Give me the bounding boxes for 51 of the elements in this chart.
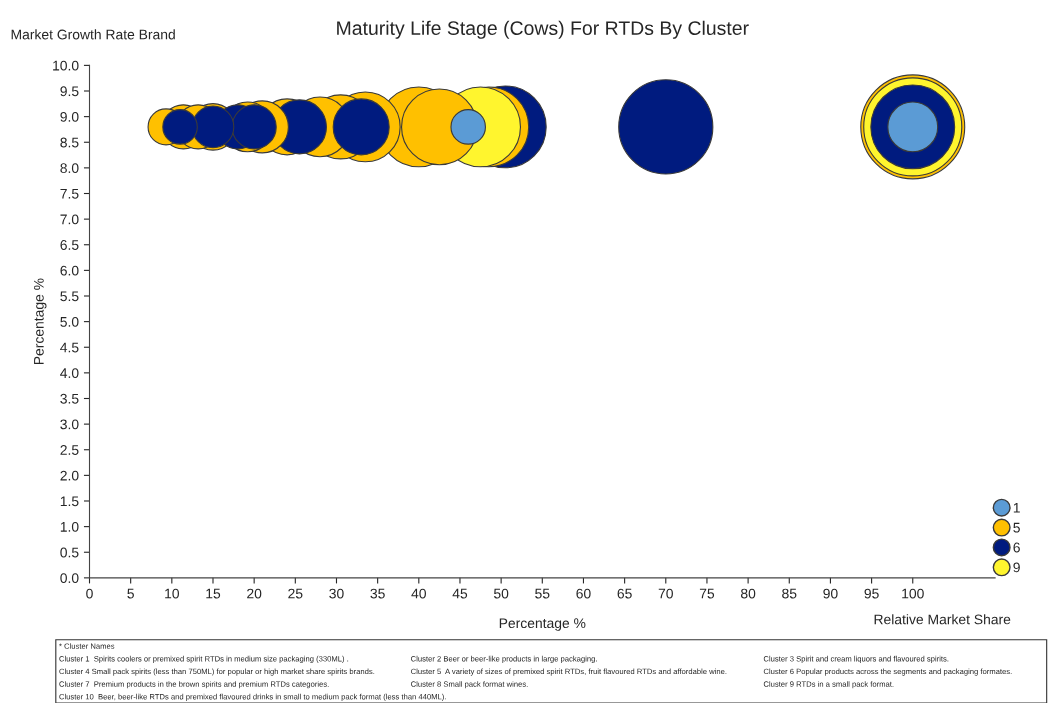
y-tick-label: 9.5 <box>60 86 79 97</box>
x-tick-label: 90 <box>823 588 838 599</box>
y-tick-label: 0.0 <box>60 573 79 584</box>
x-tick-label: 70 <box>658 588 673 599</box>
x-tick-label: 75 <box>699 588 715 599</box>
y-tick-label: 8.5 <box>60 137 79 148</box>
x-tick-label: 80 <box>740 588 756 599</box>
x-tick-label: 45 <box>452 588 468 599</box>
chart-title: Maturity Life Stage (Cows) For RTDs By Cluster <box>337 20 749 39</box>
x-axis-title: Percentage % <box>499 618 586 631</box>
y-tick-label: 6.0 <box>60 265 79 276</box>
x-tick-label: 60 <box>576 588 591 599</box>
x-tick-label: 100 <box>902 588 924 599</box>
x-tick-label: 85 <box>782 588 797 599</box>
x-tick-label: 40 <box>411 588 426 599</box>
x-tick-label: 15 <box>206 588 221 599</box>
text: Market Growth Rate Brand <box>11 29 175 40</box>
y-tick-label: 1.0 <box>60 521 79 532</box>
legend-label: 6 <box>1013 542 1020 553</box>
y-tick-label: 9.0 <box>60 111 79 122</box>
x-tick-label: 10 <box>165 588 180 599</box>
y-tick-label: 10.0 <box>53 60 79 71</box>
text: Relative Market Share <box>874 614 1011 625</box>
x-tick-label: 95 <box>864 588 879 599</box>
x-tick-label: 50 <box>493 588 509 599</box>
y-tick-label: 7.5 <box>60 188 79 199</box>
y-tick-label: 7.0 <box>60 214 79 225</box>
y-tick-label: 2.5 <box>60 445 79 455</box>
x-tick-label: 30 <box>329 588 344 599</box>
y-tick-label: 3.5 <box>60 393 79 404</box>
x-tick-label: 25 <box>288 588 303 599</box>
x-tick-label: 5 <box>127 588 134 599</box>
y-tick-label: 3.0 <box>60 419 79 430</box>
legend-label: 5 <box>1013 522 1020 533</box>
legend-label: 1 <box>1013 502 1020 513</box>
x-tick-label: 0 <box>86 588 93 599</box>
x-tick-label: 65 <box>617 588 632 599</box>
y-tick-label: 8.0 <box>60 163 79 174</box>
y-tick-label: 2.0 <box>60 470 79 481</box>
y-tick-label: 4.0 <box>60 368 79 379</box>
legend-label: 9 <box>1013 562 1020 573</box>
y-tick-label: 4.5 <box>60 342 79 353</box>
y-tick-label: 5.5 <box>60 291 79 302</box>
x-tick-label: 55 <box>535 588 550 599</box>
y-tick-label: 0.5 <box>60 547 79 558</box>
x-tick-label: 20 <box>247 588 262 599</box>
x-tick-label: 35 <box>370 588 385 599</box>
y-tick-label: 6.5 <box>60 240 79 250</box>
y-tick-label: 1.5 <box>60 496 79 507</box>
y-tick-label: 5.0 <box>60 316 79 327</box>
y-axis-title: Percentage % <box>33 278 47 365</box>
